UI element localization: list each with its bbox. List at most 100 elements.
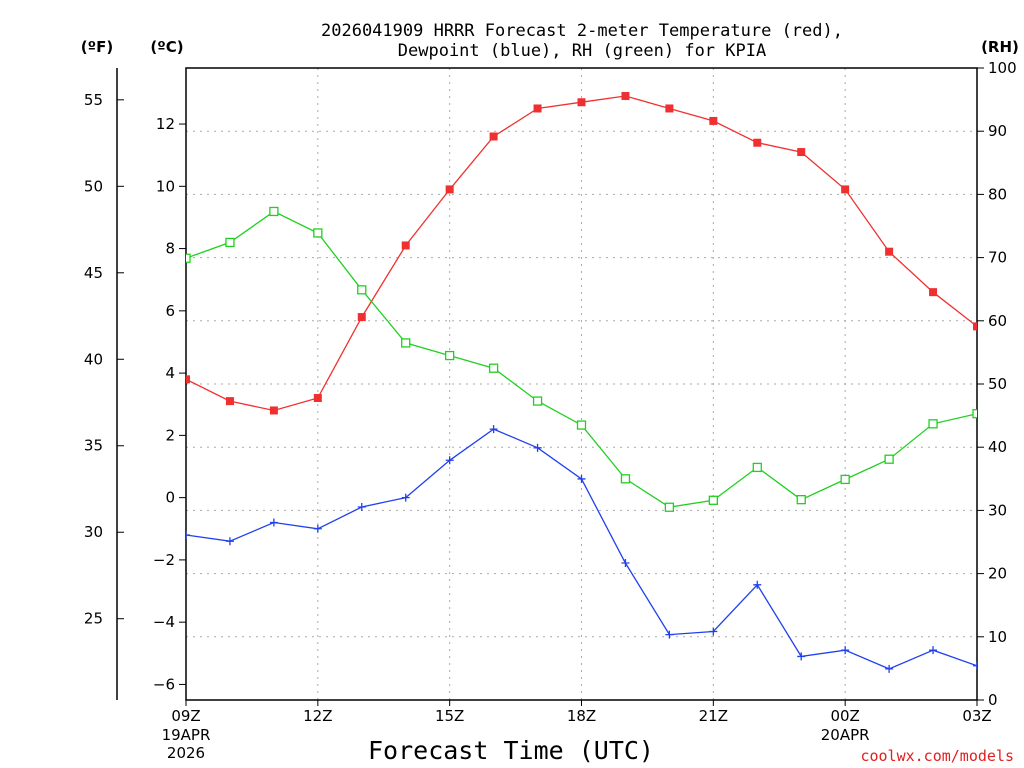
celsius-unit-label: (ºC) xyxy=(150,38,183,56)
fahrenheit-tick-label: 40 xyxy=(84,350,103,368)
rh-point xyxy=(928,419,938,429)
rh-point xyxy=(884,454,894,464)
fahrenheit-tick-label: 55 xyxy=(84,91,103,109)
x-axis-label: Forecast Time (UTC) xyxy=(368,736,654,765)
fahrenheit-tick-label: 45 xyxy=(84,264,103,282)
x-tick-label: 21Z xyxy=(699,707,728,725)
dewpoint-point xyxy=(533,443,542,452)
temperature-point xyxy=(973,322,977,331)
rh-point xyxy=(664,502,675,512)
rh-point xyxy=(576,420,587,430)
temperature-point xyxy=(357,313,366,322)
temperature-point xyxy=(313,394,322,403)
temperature-point xyxy=(225,397,234,406)
x-tick-date-label: 20APR xyxy=(821,726,870,744)
axes: −6 −4 −2 0 2 4 6 8 10 12 25 30 35 40 45 50 55 0 10 20 30 40 50… xyxy=(84,59,1017,762)
rh-tick-label: 90 xyxy=(988,122,1007,140)
temperature-point xyxy=(186,375,190,384)
fahrenheit-unit-label: (ºF) xyxy=(81,38,113,56)
temperature-point xyxy=(621,92,630,101)
rh-point xyxy=(313,228,323,238)
temperature-point xyxy=(445,185,454,194)
dewpoint-point xyxy=(445,456,454,465)
dewpoint-point xyxy=(357,502,366,511)
celsius-tick-label: 10 xyxy=(156,177,175,195)
rh-tick-label: 50 xyxy=(988,375,1007,393)
dewpoint-point xyxy=(186,530,190,539)
rh-point xyxy=(620,474,631,484)
rh-tick-label: 0 xyxy=(988,691,998,709)
fahrenheit-tick-label: 30 xyxy=(84,523,103,541)
celsius-tick-label: 12 xyxy=(156,115,175,133)
rh-tick-label: 80 xyxy=(988,185,1007,203)
dewpoint-point xyxy=(753,580,762,589)
dewpoint-point xyxy=(797,652,806,661)
temperature-point xyxy=(401,241,410,250)
temperature-point xyxy=(753,138,762,147)
celsius-tick-label: 4 xyxy=(165,364,175,382)
celsius-tick-label: 0 xyxy=(165,489,175,507)
celsius-tick-label: −2 xyxy=(153,551,175,569)
fahrenheit-tick-label: 50 xyxy=(84,177,103,195)
rh-point xyxy=(401,338,411,348)
temperature-point xyxy=(533,104,542,113)
rh-point xyxy=(357,285,367,295)
x-tick-label: 12Z xyxy=(303,707,332,725)
rh-point xyxy=(445,350,455,361)
dewpoint-point xyxy=(841,646,850,655)
rh-point xyxy=(186,253,191,263)
x-tick-label: 09Z xyxy=(171,707,200,725)
x-tick-label: 03Z xyxy=(962,707,991,725)
dewpoint-point xyxy=(665,630,674,639)
x-tick-year-label: 2026 xyxy=(167,744,205,762)
dewpoint-point xyxy=(313,524,322,533)
dewpoint-point xyxy=(401,493,410,502)
fahrenheit-tick-label: 35 xyxy=(84,437,103,455)
chart-title-line2: Dewpoint (blue), RH (green) for KPIA xyxy=(398,41,766,61)
dewpoint-point xyxy=(269,518,278,527)
dewpoint-point xyxy=(621,559,630,568)
temperature-point xyxy=(489,132,498,141)
dewpoint-point xyxy=(973,661,977,670)
fahrenheit-tick-label: 25 xyxy=(84,610,103,628)
chart-title-line1: 2026041909 HRRR Forecast 2-meter Tempera… xyxy=(321,21,843,41)
temperature-point xyxy=(709,116,718,125)
dewpoint-line xyxy=(186,428,977,670)
temperature-point xyxy=(929,288,938,297)
rh-point xyxy=(532,396,543,406)
rh-point xyxy=(840,474,850,485)
celsius-tick-label: −4 xyxy=(153,613,175,631)
rh-tick-label: 30 xyxy=(988,501,1007,519)
x-tick-label: 00Z xyxy=(830,707,859,725)
rh-point xyxy=(752,462,762,473)
dewpoint-point xyxy=(885,664,894,673)
temperature-point xyxy=(665,104,674,113)
dewpoint-point xyxy=(489,425,498,434)
rh-unit-label: (RH) xyxy=(981,38,1019,56)
x-tick-label: 18Z xyxy=(567,707,596,725)
dewpoint-point xyxy=(709,627,718,636)
rh-tick-label: 100 xyxy=(988,59,1017,77)
rh-point xyxy=(796,495,806,505)
credit-label: coolwx.com/models xyxy=(860,747,1014,765)
rh-point xyxy=(269,206,279,217)
rh-tick-label: 70 xyxy=(988,249,1007,267)
rh-point xyxy=(972,409,977,419)
rh-point xyxy=(225,237,235,248)
x-tick-date-label: 19APR xyxy=(162,726,211,744)
temperature-point xyxy=(577,98,586,107)
rh-tick-label: 10 xyxy=(988,628,1007,646)
celsius-tick-label: 2 xyxy=(165,426,175,444)
temperature-point xyxy=(269,406,278,415)
rh-tick-label: 40 xyxy=(988,438,1007,456)
temperature-point xyxy=(841,185,850,194)
temperature-point xyxy=(797,148,806,157)
rh-tick-label: 20 xyxy=(988,565,1007,583)
dewpoint-point xyxy=(929,646,938,655)
celsius-tick-label: 8 xyxy=(165,240,175,258)
rh-tick-label: 60 xyxy=(988,312,1007,330)
celsius-tick-label: 6 xyxy=(165,302,175,320)
dewpoint-point xyxy=(225,537,234,546)
temperature-point xyxy=(885,247,894,256)
